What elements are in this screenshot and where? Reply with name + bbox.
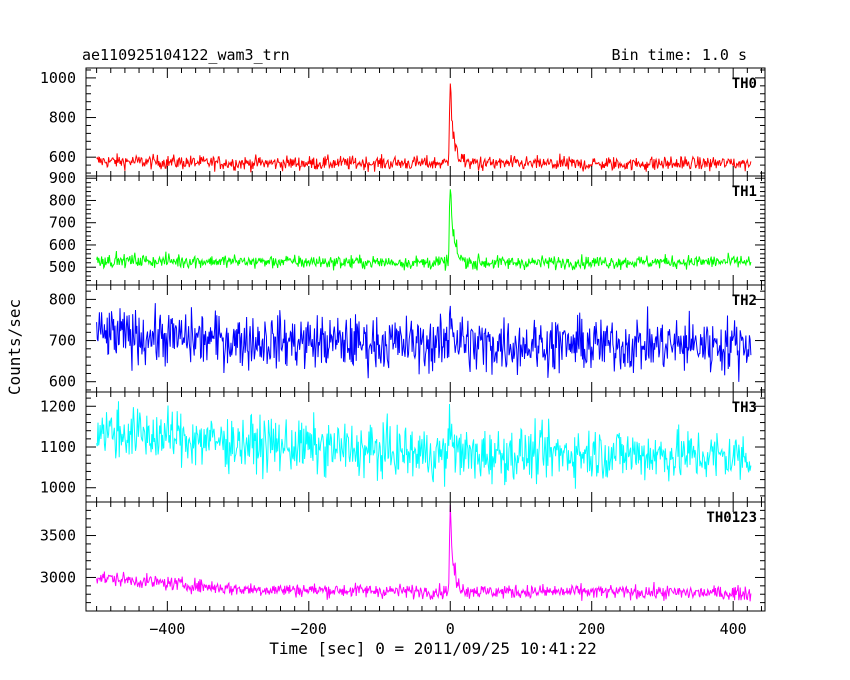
- y-tick-label: 900: [49, 169, 76, 187]
- x-axis-label: Time [sec] 0 = 2011/09/25 10:41:22: [269, 639, 597, 658]
- y-tick-label: 1200: [40, 397, 76, 415]
- series-th3: [96, 401, 752, 489]
- y-tick-label: 800: [49, 191, 76, 209]
- panel-label: TH0: [732, 76, 757, 92]
- y-tick-label: 800: [49, 109, 76, 127]
- y-axis-label: Counts/sec: [5, 299, 24, 395]
- panels-group: 600 800 1000 TH0 500 600 700 800 900 TH1 600 700 800…: [40, 67, 766, 612]
- bin-time-label: Bin time: 1.0 s: [612, 46, 747, 64]
- x-tick-label: 400: [720, 620, 747, 638]
- y-tick-label: 500: [49, 258, 76, 276]
- y-tick-label: 3000: [40, 568, 76, 586]
- panel-th0123: 3000 3500 TH0123: [40, 501, 766, 612]
- panel-th2: 600 700 800 TH2: [49, 284, 766, 393]
- series-th2: [96, 303, 752, 382]
- x-axis: −400 −200 0 200 400: [149, 620, 746, 638]
- y-tick-label: 600: [49, 148, 76, 166]
- chart-title: ae110925104122_wam3_trn: [82, 46, 290, 64]
- panel-th3: 1000 1100 1200 TH3: [40, 391, 766, 503]
- panel-label: TH1: [732, 184, 757, 200]
- y-tick-label: 600: [49, 373, 76, 391]
- series-th0: [96, 83, 752, 173]
- series-th0123: [96, 504, 752, 602]
- x-tick-label: −400: [149, 620, 185, 638]
- x-tick-label: 200: [578, 620, 605, 638]
- y-tick-label: 700: [49, 332, 76, 350]
- panel-frame: [85, 175, 766, 286]
- y-tick-label: 3500: [40, 527, 76, 545]
- panel-label: TH2: [732, 293, 757, 309]
- y-tick-label: 1000: [40, 69, 76, 87]
- y-tick-label: 700: [49, 214, 76, 232]
- y-tick-label: 1100: [40, 438, 76, 456]
- x-tick-label: 0: [446, 620, 455, 638]
- y-tick-label: 800: [49, 290, 76, 308]
- panel-label: TH3: [732, 400, 757, 416]
- y-tick-label: 600: [49, 236, 76, 254]
- panel-label: TH0123: [706, 510, 757, 526]
- panel-th1: 500 600 700 800 900 TH1: [49, 169, 766, 286]
- panel-frame: [85, 501, 766, 612]
- series-th1: [96, 189, 752, 271]
- panel-th0: 600 800 1000 TH0: [40, 67, 766, 177]
- x-tick-label: −200: [291, 620, 327, 638]
- y-tick-label: 1000: [40, 479, 76, 497]
